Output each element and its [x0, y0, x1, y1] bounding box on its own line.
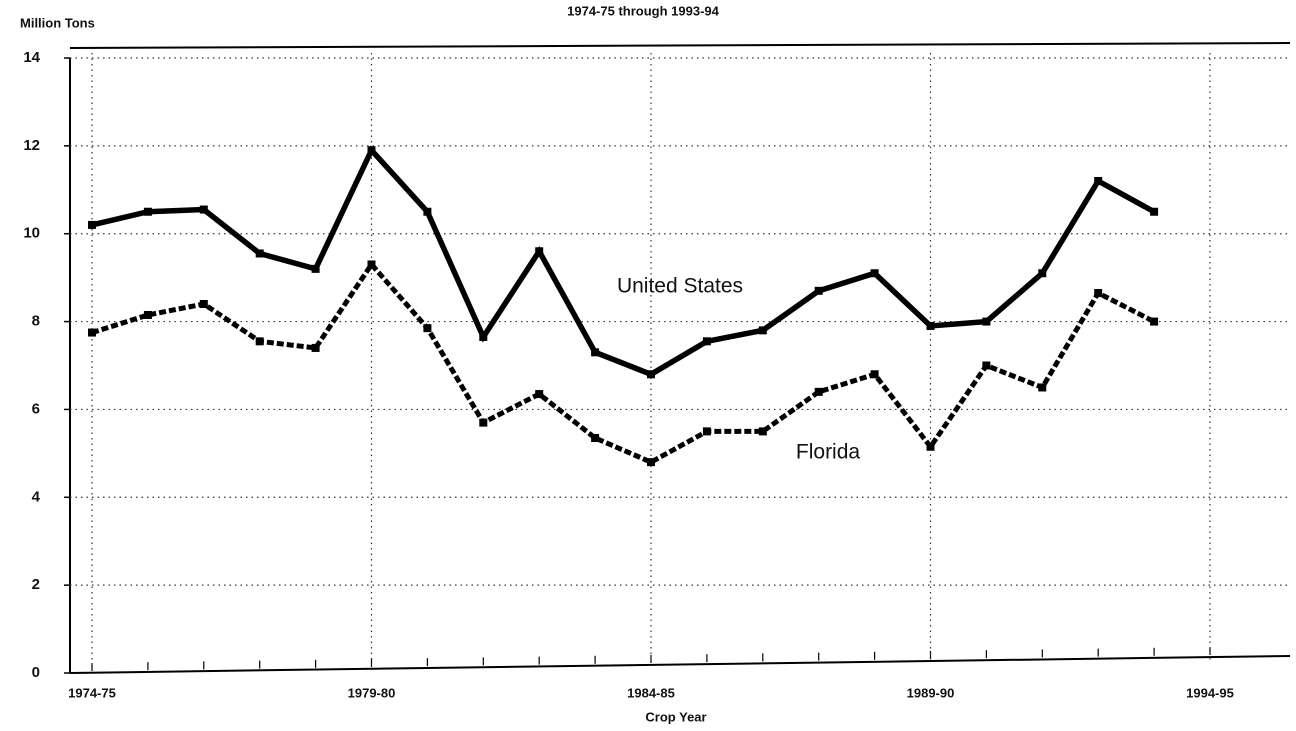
x-tick-label: 1984-85	[627, 685, 675, 700]
data-point	[591, 433, 600, 442]
data-point	[88, 328, 96, 337]
data-point	[1150, 207, 1159, 216]
data-point	[758, 427, 767, 436]
data-point	[535, 390, 544, 399]
data-point	[367, 146, 376, 155]
series-line	[91, 145, 1156, 378]
series-line	[91, 260, 1156, 465]
y-tick-label: 8	[32, 313, 40, 330]
series-label: United States	[617, 275, 743, 298]
chart-title: 1974-75 through 1993-94	[567, 3, 720, 18]
data-point	[702, 337, 711, 346]
y-tick-label: 4	[32, 488, 41, 505]
data-point	[423, 207, 432, 216]
data-point	[647, 458, 655, 467]
data-point	[479, 332, 488, 341]
data-point	[535, 247, 544, 256]
data-point	[143, 310, 152, 319]
data-point	[870, 269, 879, 278]
x-tick-label: 1979-80	[348, 685, 396, 700]
data-point	[1094, 289, 1103, 298]
y-tick-label: 0	[32, 664, 40, 681]
x-tick-label: 1989-90	[907, 685, 955, 700]
y-tick-label: 12	[23, 137, 40, 154]
x-tick-label: 1974-75	[68, 685, 116, 700]
y-tick-label: 2	[32, 576, 40, 593]
data-point	[926, 442, 935, 451]
data-point	[1094, 177, 1103, 185]
series-label: Florida	[796, 441, 861, 464]
data-point	[88, 220, 96, 229]
x-axis-label: Crop Year	[645, 709, 706, 724]
x-axis	[69, 655, 1291, 674]
data-point	[591, 348, 600, 357]
data-point	[1038, 269, 1047, 278]
data-point	[926, 321, 935, 330]
data-point	[814, 387, 823, 396]
data-point	[143, 207, 152, 216]
data-point	[367, 260, 376, 269]
data-point	[814, 286, 823, 295]
y-tick-label: 6	[32, 400, 40, 417]
data-point	[982, 361, 991, 370]
data-point	[758, 326, 767, 335]
y-axis-label: Million Tons	[20, 15, 95, 30]
data-point	[199, 205, 208, 214]
data-point	[199, 300, 208, 308]
plot-top-border	[69, 42, 1291, 49]
data-point	[255, 249, 264, 258]
data-point	[255, 337, 264, 346]
y-tick-label: 10	[23, 225, 40, 242]
data-point	[1038, 383, 1047, 392]
data-point	[423, 324, 432, 333]
data-point	[311, 264, 320, 273]
data-point	[702, 427, 711, 436]
data-point	[1150, 317, 1159, 326]
data-point	[982, 317, 991, 326]
x-tick-label: 1994-95	[1186, 685, 1234, 700]
data-point	[479, 418, 488, 427]
data-point	[311, 343, 320, 352]
data-point	[647, 370, 655, 379]
data-point	[870, 370, 879, 379]
y-tick-label: 14	[23, 49, 40, 66]
